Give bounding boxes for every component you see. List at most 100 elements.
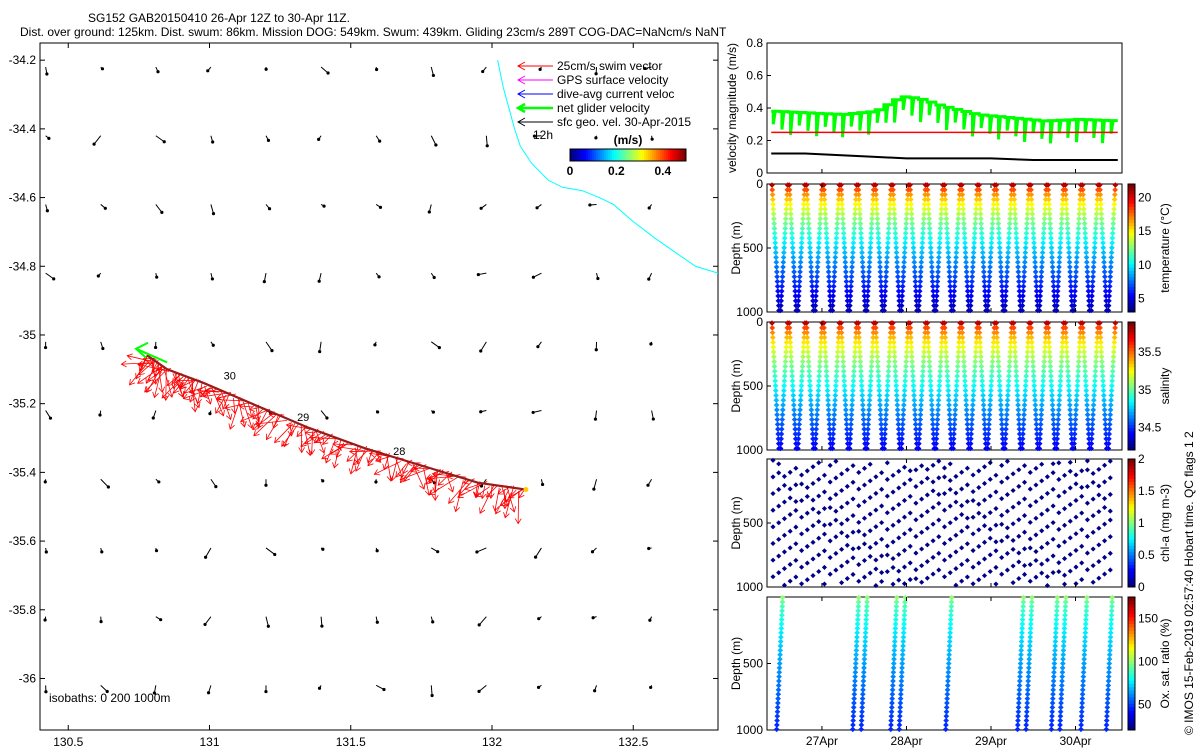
colorbar-cell [1128,357,1135,361]
colorbar-tick-label: 50 [1138,697,1152,711]
sfc-vector-head [541,483,544,486]
sfc-vector-head [207,691,210,694]
sfc-vector-head [377,275,380,278]
colorbar-cell [1128,440,1135,444]
colorbar-cell [1128,555,1135,559]
sfc-vector-head [593,689,596,692]
sfc-vector-head [651,138,654,141]
colorbar-cell [1128,216,1135,220]
colorbar-cell [1128,280,1135,284]
colorbar-tick-label: 1 [1138,516,1145,530]
salinity-ytick-label: 500 [743,379,763,393]
sfc-vector-head [265,68,268,71]
colorbar-cell [1128,568,1135,572]
colorbar-tick-label: 150 [1138,611,1158,625]
map-ytick-label: -35.8 [9,603,37,617]
sfc-vector-head [325,416,328,419]
colorbar-cell [1128,600,1135,604]
temperature-ytick-label: 500 [743,241,763,255]
map-ytick-label: -34.4 [9,122,37,136]
chla-ylabel: Depth (m) [729,496,743,549]
sfc-vector-head [326,71,329,74]
temperature-colorbar-label: temperature (°C) [1158,203,1172,293]
sfc-vector-head [382,688,385,691]
colorbar-cell [1128,707,1135,711]
sfc-vector-head [479,349,482,352]
colorbar-cell [1128,335,1135,339]
sfc-vector-head [649,342,652,345]
sfc-vector-head [537,686,540,689]
sfc-vector-head [376,410,379,413]
sfc-vector-head [646,484,649,487]
colorbar-cell [1128,664,1135,668]
colorbar-cell [1128,302,1135,306]
colorbar-cell [1128,235,1135,239]
colorbar-cell [1128,251,1135,255]
sfc-vector-head [317,138,320,141]
colorbar-cell [1128,376,1135,380]
colorbar-cell [1128,267,1135,271]
chla-ytick-label: 500 [743,516,763,530]
sfc-vector-head [321,548,324,551]
colorbar-cell [1128,510,1135,514]
colorbar-cell [1128,536,1135,540]
colorbar-cell [1128,332,1135,336]
legend-label: net glider velocity [557,101,650,115]
sfc-vector-head [101,347,104,350]
colorbar-cell [1128,654,1135,658]
sfc-vector-head [378,140,381,143]
colorbar-cell [1128,261,1135,265]
oxygen-ylabel: Depth (m) [729,637,743,690]
sfc-vector-head [264,690,267,693]
sfc-vector-head [46,209,49,212]
sfc-vector-head [477,273,480,276]
colorbar-cell [1128,283,1135,287]
colorbar-cell [1128,637,1135,641]
colorbar-cell [1128,620,1135,624]
sfc-vector-head [157,480,160,483]
sfc-vector-head [648,619,651,622]
colorbar-cell [1128,351,1135,355]
sfc-vector-head [481,70,484,73]
colorbar-cell [1128,491,1135,495]
colorbar-cell [1128,697,1135,701]
colorbar-cell [1128,348,1135,352]
sfc-vector-head [539,68,542,71]
colorbar-cell [1128,277,1135,281]
colorbar-cell [1128,693,1135,697]
colorbar-cell [1128,389,1135,393]
velocity-ytick-label: 0.6 [746,69,763,83]
colorbar-cell [1128,418,1135,422]
colorbar-cell [1128,222,1135,226]
sfc-vector-head [428,210,431,213]
colorbar-cell [1128,248,1135,252]
colorbar-cell [1128,219,1135,223]
colorbar-cell [1128,226,1135,230]
isobaths-label: isobaths: 0 200 1000m [49,691,170,705]
salinity-colorbar-label: salinity [1158,368,1172,405]
colorbar-cell [1128,210,1135,214]
sfc-vector-head [49,417,52,420]
colorbar-cell [1128,507,1135,511]
colorbar-cell [1128,485,1135,489]
colorbar-cell [1128,437,1135,441]
sfc-vector-head [100,550,103,553]
sfc-vector-head [163,140,166,143]
colorbar-cell [1128,526,1135,530]
colorbar-cell [1128,274,1135,278]
colorbar-cell [1128,687,1135,691]
temperature-ylabel: Depth (m) [729,221,743,274]
colorbar-cell [1128,700,1135,704]
sfc-vector-head [321,479,324,482]
colorbar-cell [1128,399,1135,403]
colorbar-cell [1128,513,1135,517]
track-day-label: 29 [297,412,309,424]
sfc-vector-head [211,140,214,143]
colorbar-cell [1128,650,1135,654]
sfc-vector-head [318,280,321,283]
colorbar-cell [1128,488,1135,492]
